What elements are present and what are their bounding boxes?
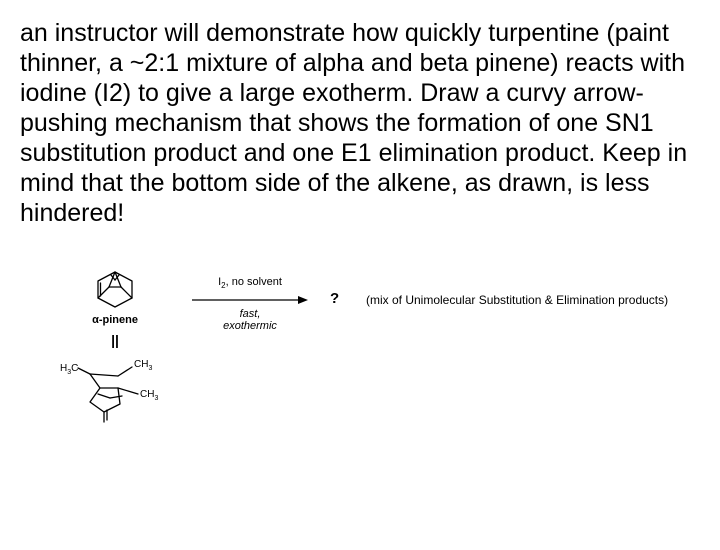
reaction-arrow-icon [190,294,310,306]
equivalence-symbol: || [60,332,170,348]
reactant-label: α-pinene [60,314,170,326]
reaction-scheme: α-pinene || H3C CH3 CH3 I2, no solvent [20,268,700,488]
reaction-arrow-column: I2, no solvent fast, exothermic [190,276,310,332]
product-question-mark: ? [330,290,339,307]
question-text: an instructor will demonstrate how quick… [20,18,700,228]
arrow-bottom-label: fast, exothermic [190,308,310,332]
alpha-pinene-skeletal-icon [92,268,138,310]
arrow-top-label: I2, no solvent [190,276,310,290]
product-note: (mix of Unimolecular Substitution & Elim… [366,293,668,307]
alpha-pinene-structural-icon: H3C CH3 CH3 [60,354,170,426]
svg-text:CH3: CH3 [134,359,152,372]
reactant-column: α-pinene || H3C CH3 CH3 [60,268,170,426]
svg-text:CH3: CH3 [140,389,158,402]
svg-text:H3C: H3C [60,363,78,376]
